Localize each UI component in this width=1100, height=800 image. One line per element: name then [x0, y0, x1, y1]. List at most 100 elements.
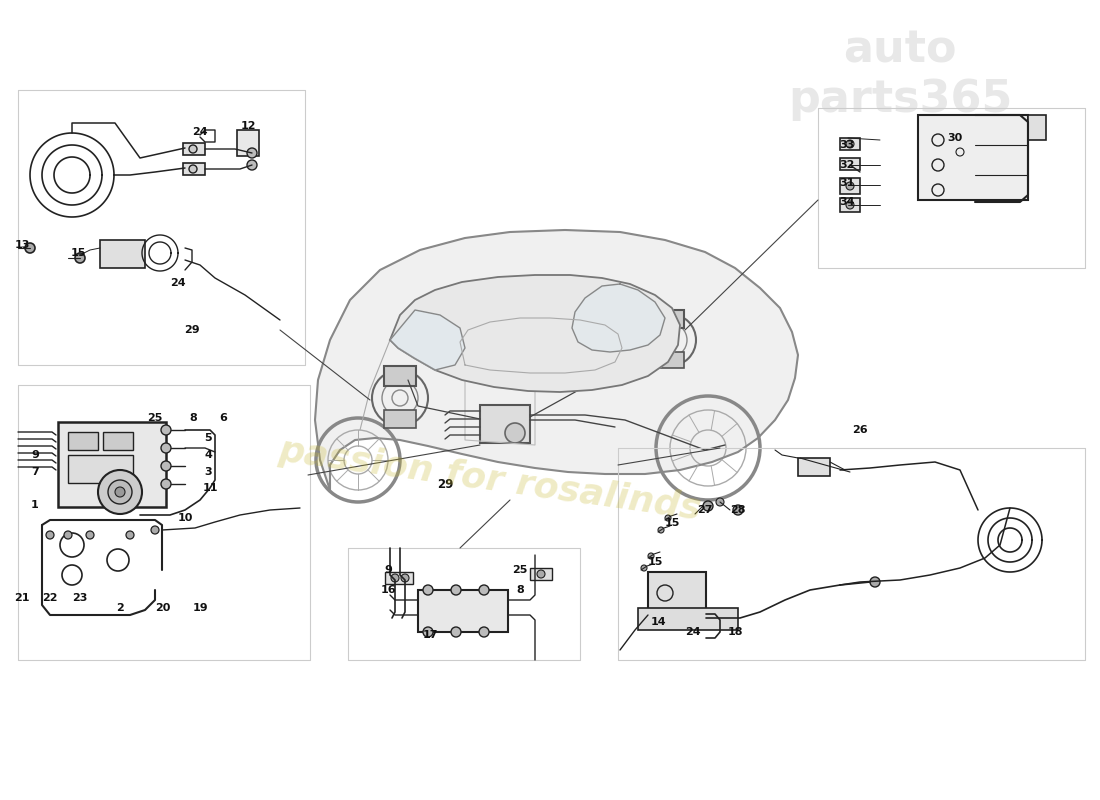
Bar: [638, 608, 738, 630]
Text: 20: 20: [155, 603, 170, 613]
Text: 24: 24: [192, 127, 208, 137]
Circle shape: [189, 145, 197, 153]
Bar: [656, 310, 684, 328]
Circle shape: [658, 527, 664, 533]
Text: 10: 10: [177, 513, 192, 523]
Bar: [480, 405, 530, 443]
Text: 34: 34: [839, 197, 855, 207]
Bar: [840, 158, 860, 170]
Text: 18: 18: [727, 627, 742, 637]
Circle shape: [161, 425, 170, 435]
Bar: [236, 130, 258, 156]
Bar: [58, 422, 166, 507]
Text: 15: 15: [664, 518, 680, 528]
Circle shape: [666, 515, 671, 521]
Text: 29: 29: [437, 478, 453, 491]
Circle shape: [189, 165, 197, 173]
Text: 29: 29: [184, 325, 200, 335]
Circle shape: [25, 243, 35, 253]
Text: 26: 26: [852, 425, 868, 435]
Text: 8: 8: [516, 585, 524, 595]
Bar: [840, 198, 860, 212]
Bar: [100, 240, 145, 268]
Text: 23: 23: [73, 593, 88, 603]
Circle shape: [64, 531, 72, 539]
Bar: [530, 568, 552, 580]
Bar: [656, 352, 684, 368]
Text: 24: 24: [685, 627, 701, 637]
Bar: [840, 138, 860, 150]
Circle shape: [248, 148, 257, 158]
Circle shape: [424, 627, 433, 637]
Circle shape: [716, 498, 724, 506]
Polygon shape: [572, 284, 666, 352]
Circle shape: [161, 461, 170, 471]
Circle shape: [478, 627, 490, 637]
Text: 27: 27: [697, 505, 713, 515]
Circle shape: [161, 479, 170, 489]
Text: 16: 16: [381, 585, 396, 595]
Circle shape: [537, 570, 544, 578]
Bar: [1028, 115, 1046, 140]
Bar: [418, 590, 508, 632]
Text: 21: 21: [14, 593, 30, 603]
Text: 7: 7: [31, 467, 38, 477]
Circle shape: [151, 526, 160, 534]
Text: 32: 32: [839, 160, 855, 170]
Bar: [68, 455, 133, 483]
Text: 15: 15: [70, 248, 86, 258]
Bar: [798, 458, 830, 476]
Circle shape: [648, 553, 654, 559]
Circle shape: [870, 577, 880, 587]
Text: 24: 24: [170, 278, 186, 288]
Circle shape: [451, 627, 461, 637]
Text: 22: 22: [42, 593, 57, 603]
Text: 25: 25: [147, 413, 163, 423]
Text: 9: 9: [31, 450, 38, 460]
Polygon shape: [390, 310, 465, 370]
Text: 28: 28: [730, 505, 746, 515]
Bar: [183, 143, 205, 155]
Text: 1: 1: [31, 500, 38, 510]
Text: 8: 8: [189, 413, 197, 423]
Text: 5: 5: [205, 433, 212, 443]
Text: 12: 12: [240, 121, 255, 131]
Polygon shape: [390, 275, 680, 392]
Text: 15: 15: [647, 557, 662, 567]
Bar: [384, 410, 416, 428]
Bar: [918, 115, 1028, 200]
Text: 11: 11: [202, 483, 218, 493]
Circle shape: [75, 253, 85, 263]
Bar: [648, 572, 706, 614]
Text: 2: 2: [117, 603, 124, 613]
Bar: [385, 572, 412, 584]
Bar: [68, 432, 98, 450]
Text: 6: 6: [219, 413, 227, 423]
Circle shape: [424, 585, 433, 595]
Circle shape: [846, 182, 854, 190]
Circle shape: [846, 140, 854, 148]
Text: 30: 30: [947, 133, 962, 143]
Circle shape: [46, 531, 54, 539]
Bar: [384, 366, 416, 386]
Circle shape: [641, 565, 647, 571]
Text: 14: 14: [650, 617, 666, 627]
Circle shape: [98, 470, 142, 514]
Circle shape: [505, 423, 525, 443]
Text: auto
parts365: auto parts365: [788, 29, 1012, 122]
Text: passion for rosalinds: passion for rosalinds: [276, 434, 704, 526]
Text: 31: 31: [839, 178, 855, 188]
Text: 13: 13: [14, 240, 30, 250]
Circle shape: [703, 501, 713, 511]
Circle shape: [846, 201, 854, 209]
Circle shape: [86, 531, 94, 539]
Bar: [103, 432, 133, 450]
Circle shape: [161, 443, 170, 453]
Circle shape: [108, 480, 132, 504]
Text: 25: 25: [513, 565, 528, 575]
Circle shape: [733, 505, 742, 515]
Polygon shape: [315, 230, 798, 490]
Text: 3: 3: [205, 467, 212, 477]
Circle shape: [116, 487, 125, 497]
Text: 4: 4: [205, 450, 212, 460]
